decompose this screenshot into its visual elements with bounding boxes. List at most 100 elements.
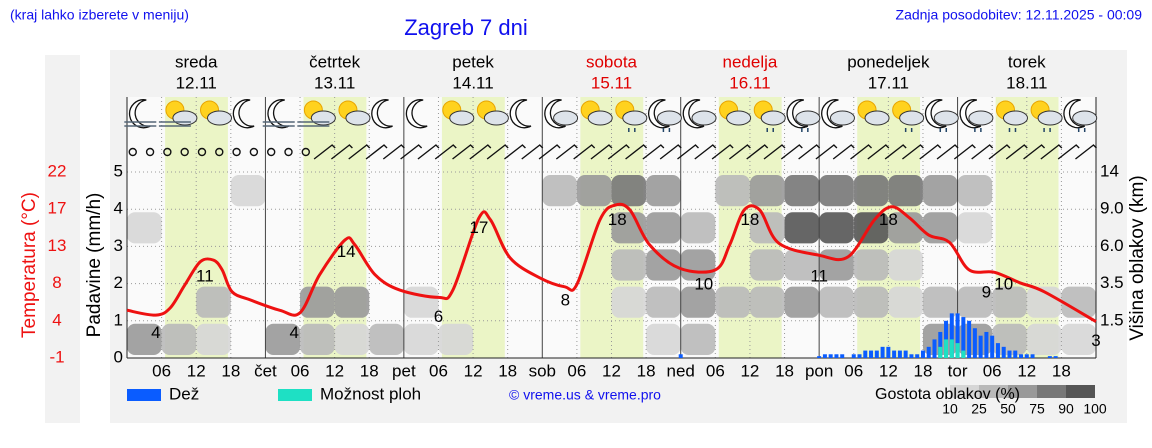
rain-bar [1047, 356, 1052, 358]
cloud-cell [1061, 323, 1096, 355]
temp-label: 9 [982, 283, 991, 302]
day-name: četrtek [309, 52, 361, 71]
wind-barb [953, 144, 976, 160]
density-tick-label: 50 [1000, 401, 1016, 417]
wind-calm [232, 147, 241, 157]
temp-label: 18 [740, 210, 759, 229]
cloud [656, 110, 682, 126]
cloud [829, 110, 855, 126]
y2-axis-title: Višina oblakov (km) [1127, 175, 1148, 340]
cloud-cell [1026, 286, 1062, 318]
y2-tick-label: 14 [1100, 161, 1119, 180]
fog [262, 121, 295, 127]
cloud [1072, 110, 1098, 126]
weather-icon [1063, 99, 1098, 132]
wind-barb [711, 144, 734, 160]
density-swatch [1037, 385, 1066, 398]
weather-icon [442, 100, 475, 126]
rain-drops [939, 128, 948, 132]
wind-barb [313, 144, 336, 160]
wind-barb [382, 144, 405, 160]
rain-bar [886, 346, 891, 358]
y-axis-title: Padavine (mm/h) [84, 193, 105, 338]
rain-drops [1077, 128, 1086, 132]
moon [682, 99, 705, 129]
rain-bar [880, 346, 885, 358]
y-tick-label: 4 [114, 199, 123, 218]
legend-label: Možnost ploh [320, 384, 421, 403]
legend-label: Dež [169, 384, 199, 403]
cloud-cell [680, 323, 716, 355]
x-tick-label: 12 [879, 361, 898, 380]
wind-barb [504, 144, 526, 160]
cloud-cell [957, 175, 993, 207]
x-tick-label: 18 [1052, 361, 1071, 380]
moon [128, 99, 151, 129]
temp-label: 8 [561, 291, 570, 310]
moon [232, 99, 255, 129]
cloud-cell [992, 323, 1027, 355]
cloud-cell [819, 175, 854, 207]
y-tick-label: 1 [114, 310, 123, 329]
weather-icon [753, 100, 786, 132]
day-date: 17.11 [868, 73, 909, 92]
cloud-cell [611, 249, 647, 281]
cloud-cell [922, 286, 958, 318]
fog [158, 121, 191, 127]
rain-bar [938, 331, 943, 358]
rain-bar [1024, 354, 1029, 358]
wind-barb [417, 144, 440, 160]
weather-icon [200, 100, 233, 126]
moon [405, 99, 428, 129]
x-tick-label: 06 [152, 361, 171, 380]
cloud [760, 110, 786, 126]
day-name: sobota [586, 52, 638, 71]
cloud [553, 110, 579, 126]
cloud [1002, 110, 1028, 126]
day-name: sreda [175, 52, 218, 71]
weather-icon [924, 99, 959, 132]
fog [124, 121, 157, 127]
wind-barb [815, 144, 838, 160]
cloud [310, 110, 336, 126]
wind-barb [573, 144, 596, 160]
moon [1063, 99, 1086, 129]
cloud-cell [853, 286, 889, 318]
rain-bar [1007, 350, 1012, 358]
weather-icon [959, 99, 994, 132]
day-date: 13.11 [314, 73, 355, 92]
wind-barb [867, 144, 890, 160]
cloud-cell [784, 249, 820, 281]
rain-drops [766, 128, 774, 132]
moon [924, 99, 947, 129]
cloud-cell [715, 175, 750, 207]
cloud-cell [646, 212, 681, 244]
rain-bar [817, 356, 822, 358]
cloud-cell [438, 323, 474, 355]
credit[interactable]: © vreme.us & vreme.pro [509, 387, 661, 403]
wind-barb [1075, 144, 1097, 160]
day-date: 12.11 [176, 73, 217, 92]
wind-barb [625, 144, 648, 160]
cloud-cell [196, 323, 231, 355]
fog [297, 121, 330, 127]
wind-barb [971, 144, 994, 160]
weather-icon [509, 99, 532, 129]
rain-drops [904, 128, 913, 132]
cloud-cell [1026, 323, 1062, 355]
cloud-cell [680, 286, 716, 318]
x-tick-label: sob [529, 361, 556, 380]
rain-bar [990, 335, 995, 358]
cloud-cell [888, 212, 923, 244]
x-tick-label: 12 [187, 361, 206, 380]
weather-icon [682, 99, 717, 129]
cloud [449, 110, 475, 126]
daylight-band [995, 97, 1059, 358]
x-tick-label: 18 [360, 361, 379, 380]
temp-label: 14 [337, 242, 356, 261]
temp-label: 3 [1091, 331, 1100, 350]
x-tick-label: 12 [325, 361, 344, 380]
cloud-cell [646, 249, 681, 281]
cloud-cell [819, 286, 854, 318]
rain-bar [834, 354, 839, 358]
